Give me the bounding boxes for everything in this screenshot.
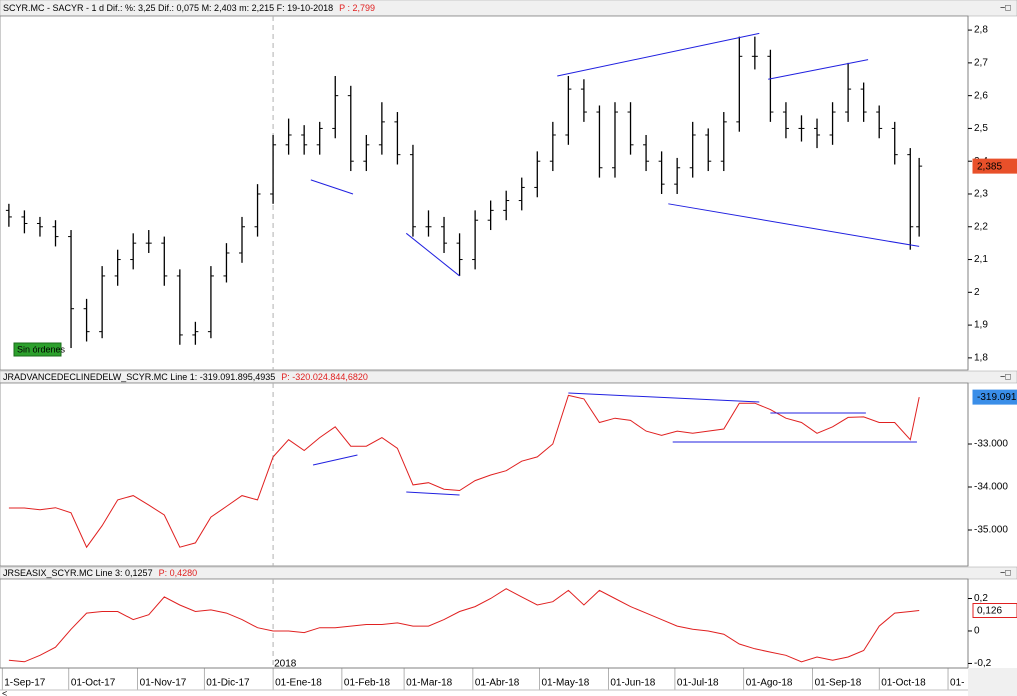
- plot-area: [0, 15, 969, 371]
- x-tick-label: 01-Nov-17: [140, 678, 187, 689]
- trendline: [405, 232, 460, 277]
- toolbar: [968, 668, 1017, 696]
- trendline: [310, 179, 354, 195]
- trendline: [312, 454, 358, 466]
- trendline: [768, 59, 869, 80]
- y-tick-label: 2: [974, 287, 980, 298]
- trendline: [668, 203, 920, 247]
- x-tick-label: 1-Sep-17: [4, 678, 46, 689]
- header-price: P: 0,4280: [159, 568, 198, 578]
- y-tick-label: 1,8: [974, 353, 988, 364]
- y-tick-label: 2,2: [974, 221, 988, 232]
- x-tick-label: 01-Sep-18: [815, 678, 862, 689]
- header-title: JRSEASIX_SCYR.MC Line 3: 0,1257: [3, 568, 153, 578]
- window-buttons: −□: [1000, 567, 1011, 577]
- y-tick-label: -0,2: [974, 658, 992, 669]
- y-tick-label: 2,8: [974, 25, 988, 36]
- panel-header-text: JRADVANCEDECLINEDELW_SCYR.MC Line 1: -31…: [3, 372, 368, 382]
- trendline: [568, 392, 760, 403]
- x-tick-label: 01-Abr-18: [475, 678, 520, 689]
- x-tick-label: 01-Jun-18: [610, 678, 655, 689]
- current-value-box: [972, 389, 1017, 405]
- y-tick-label: 1,9: [974, 320, 988, 331]
- header-price: P: -320.024.844,6820: [281, 372, 368, 382]
- window-buttons: −□: [1000, 371, 1011, 381]
- x-tick-label: 01-Oct-17: [71, 678, 116, 689]
- current-value-label: 0,126: [977, 606, 1002, 617]
- panel-header-text: SCYR.MC - SACYR - 1 d Dif.: %: 3,25 Dif.…: [3, 3, 375, 13]
- order-badge: [13, 342, 62, 357]
- scroll-left: <: [2, 688, 7, 696]
- plot-area: [0, 382, 969, 567]
- panel-header-text: JRSEASIX_SCYR.MC Line 3: 0,1257 P: 0,4280: [3, 568, 197, 578]
- y-tick-label: 0,2: [974, 593, 988, 604]
- current-value-box: [972, 158, 1017, 174]
- x-tick-label: 01-Dic-17: [206, 678, 250, 689]
- x-tick-label: 01-Ene-18: [275, 678, 322, 689]
- x-tick-label: 01-Ago-18: [746, 678, 793, 689]
- header-price: P : 2,799: [339, 3, 375, 13]
- current-value-box: [972, 603, 1017, 619]
- window-buttons: −□: [1000, 2, 1011, 12]
- y-tick-label: 2,3: [974, 189, 988, 200]
- x-tick-label: 01-May-18: [542, 678, 590, 689]
- x-tick-label: 01-Jul-18: [677, 678, 719, 689]
- y-tick-label: 2,1: [974, 254, 988, 265]
- trendline: [557, 32, 760, 77]
- y-tick-label: -33.000: [974, 439, 1008, 450]
- x-tick-label: 01-Oct-18: [881, 678, 926, 689]
- order-badge-text: Sin órdenes: [17, 344, 66, 354]
- x-tick-label: 01-Feb-18: [344, 678, 391, 689]
- plot-area: [0, 578, 969, 669]
- indicator-line: [8, 588, 920, 663]
- x-axis-area: [0, 668, 1017, 696]
- year-label: 2018: [274, 659, 297, 670]
- x-tick-label: 01-Mar-18: [406, 678, 453, 689]
- y-tick-label: 2,7: [974, 58, 988, 69]
- y-tick-label: 2,6: [974, 90, 988, 101]
- header-title: SCYR.MC - SACYR - 1 d Dif.: %: 3,25 Dif.…: [3, 3, 333, 13]
- x-tick-label: 01-: [950, 678, 964, 689]
- header-title: JRADVANCEDECLINEDELW_SCYR.MC Line 1: -31…: [3, 372, 275, 382]
- y-tick-label: -34.000: [974, 482, 1008, 493]
- y-tick-label: 0: [974, 626, 980, 637]
- current-value-label: 2,385: [977, 161, 1002, 172]
- y-tick-label: -35.000: [974, 525, 1008, 536]
- indicator-line: [8, 394, 920, 549]
- y-tick-label: 2,5: [974, 123, 988, 134]
- trendline: [406, 491, 460, 496]
- current-value-label: -319.091: [977, 392, 1017, 403]
